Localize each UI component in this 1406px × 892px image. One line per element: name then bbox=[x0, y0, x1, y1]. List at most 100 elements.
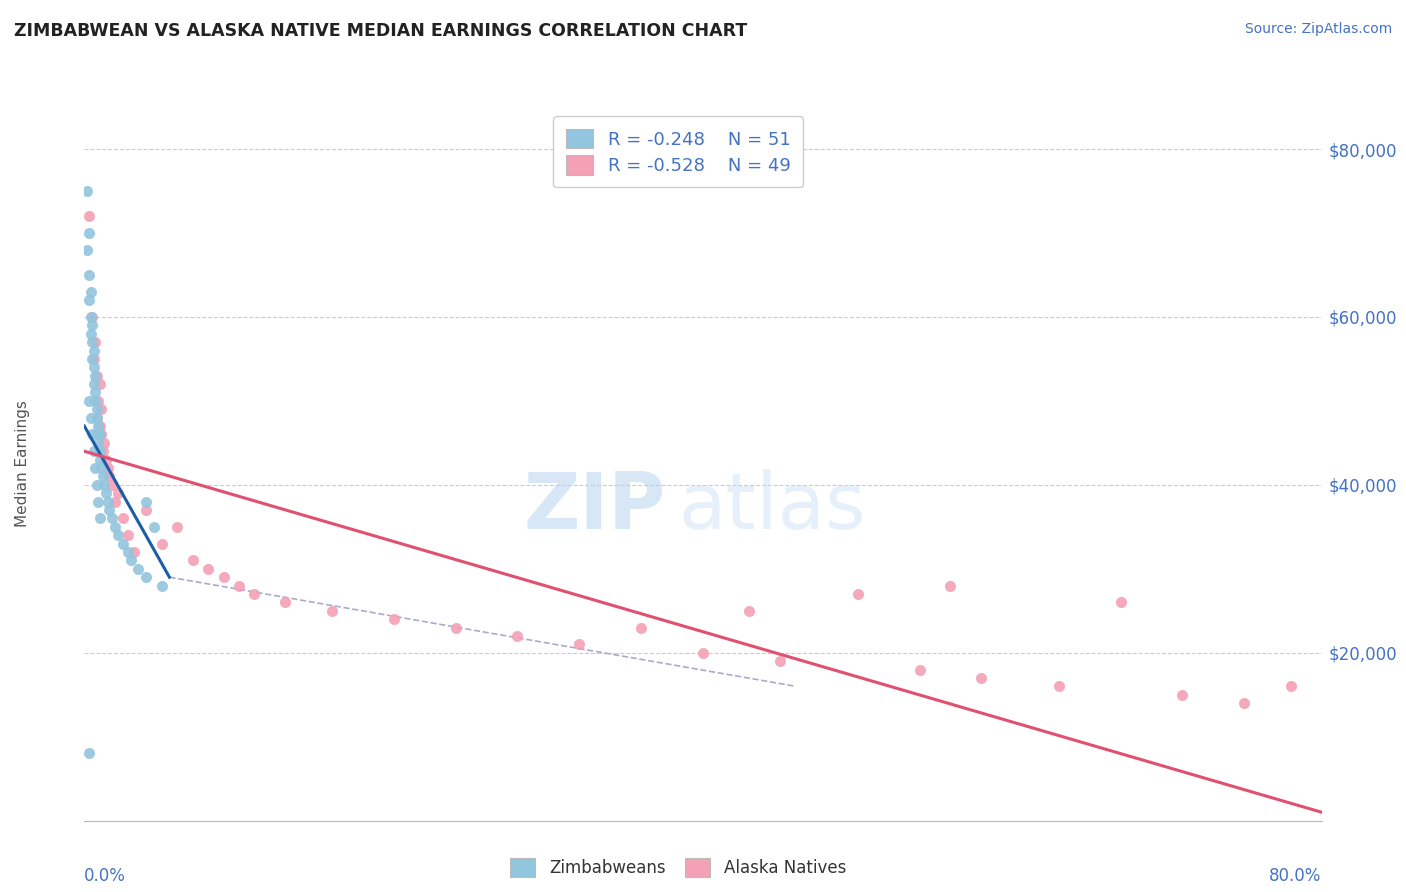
Point bbox=[93, 435, 115, 450]
Point bbox=[83, 444, 105, 458]
Point bbox=[150, 536, 173, 550]
Point bbox=[1047, 679, 1070, 693]
Point bbox=[128, 562, 150, 576]
Point bbox=[87, 419, 110, 434]
Point bbox=[84, 385, 107, 400]
Point bbox=[83, 377, 105, 392]
Point bbox=[568, 637, 591, 651]
Point bbox=[274, 595, 297, 609]
Point bbox=[93, 478, 115, 492]
Point bbox=[86, 368, 108, 383]
Point bbox=[77, 293, 100, 307]
Text: Source: ZipAtlas.com: Source: ZipAtlas.com bbox=[1244, 22, 1392, 37]
Text: 80.0%: 80.0% bbox=[1270, 867, 1322, 885]
Point bbox=[87, 435, 110, 450]
Point bbox=[122, 545, 145, 559]
Point bbox=[83, 351, 105, 366]
Point bbox=[77, 747, 100, 761]
Point bbox=[77, 268, 100, 282]
Point bbox=[89, 419, 111, 434]
Point bbox=[89, 511, 111, 525]
Point bbox=[91, 469, 114, 483]
Point bbox=[321, 604, 343, 618]
Point bbox=[197, 562, 219, 576]
Point bbox=[86, 402, 108, 417]
Point bbox=[444, 621, 467, 635]
Point bbox=[97, 461, 120, 475]
Point bbox=[112, 536, 135, 550]
Point bbox=[82, 351, 104, 366]
Point bbox=[89, 427, 111, 442]
Point bbox=[86, 427, 108, 442]
Point bbox=[135, 503, 157, 517]
Point bbox=[970, 671, 993, 685]
Point bbox=[135, 494, 157, 508]
Point bbox=[83, 343, 105, 358]
Point bbox=[86, 478, 108, 492]
Point bbox=[104, 520, 127, 534]
Point bbox=[630, 621, 652, 635]
Point bbox=[506, 629, 529, 643]
Point bbox=[908, 663, 931, 677]
Point bbox=[94, 486, 117, 500]
Point bbox=[112, 511, 135, 525]
Point bbox=[107, 486, 129, 500]
Point bbox=[89, 377, 111, 392]
Point bbox=[90, 427, 112, 442]
Point bbox=[769, 654, 792, 668]
Point bbox=[79, 285, 101, 299]
Text: atlas: atlas bbox=[678, 468, 866, 545]
Point bbox=[135, 570, 157, 584]
Point bbox=[82, 310, 104, 324]
Point bbox=[87, 393, 110, 408]
Point bbox=[846, 587, 869, 601]
Text: 0.0%: 0.0% bbox=[84, 867, 127, 885]
Point bbox=[84, 335, 107, 350]
Point bbox=[89, 444, 111, 458]
Point bbox=[79, 326, 101, 341]
Point bbox=[1279, 679, 1302, 693]
Legend: Zimbabweans, Alaska Natives: Zimbabweans, Alaska Natives bbox=[503, 852, 853, 884]
Point bbox=[166, 520, 188, 534]
Point bbox=[82, 335, 104, 350]
Point bbox=[77, 209, 100, 223]
Text: ZIMBABWEAN VS ALASKA NATIVE MEDIAN EARNINGS CORRELATION CHART: ZIMBABWEAN VS ALASKA NATIVE MEDIAN EARNI… bbox=[14, 22, 748, 40]
Point bbox=[228, 578, 250, 592]
Point bbox=[1171, 688, 1194, 702]
Point bbox=[76, 184, 98, 198]
Point bbox=[692, 646, 714, 660]
Point bbox=[243, 587, 266, 601]
Point bbox=[76, 243, 98, 257]
Point bbox=[91, 444, 114, 458]
Point bbox=[90, 461, 112, 475]
Point bbox=[97, 494, 120, 508]
Point bbox=[143, 520, 166, 534]
Point bbox=[107, 528, 129, 542]
Point bbox=[83, 360, 105, 375]
Point bbox=[86, 410, 108, 425]
Point bbox=[181, 553, 204, 567]
Point bbox=[82, 318, 104, 333]
Point bbox=[98, 469, 121, 483]
Point bbox=[77, 393, 100, 408]
Point bbox=[738, 604, 761, 618]
Point bbox=[98, 503, 121, 517]
Point bbox=[84, 368, 107, 383]
Point bbox=[90, 402, 112, 417]
Point bbox=[79, 410, 101, 425]
Point bbox=[84, 393, 107, 408]
Text: Median Earnings: Median Earnings bbox=[15, 401, 30, 527]
Point bbox=[120, 553, 142, 567]
Point bbox=[79, 310, 101, 324]
Point bbox=[82, 427, 104, 442]
Point bbox=[101, 478, 124, 492]
Point bbox=[117, 545, 139, 559]
Point bbox=[101, 511, 124, 525]
Point bbox=[382, 612, 405, 626]
Text: ZIP: ZIP bbox=[523, 468, 666, 545]
Point bbox=[86, 410, 108, 425]
Point bbox=[84, 461, 107, 475]
Point bbox=[77, 226, 100, 240]
Point bbox=[150, 578, 173, 592]
Point bbox=[212, 570, 235, 584]
